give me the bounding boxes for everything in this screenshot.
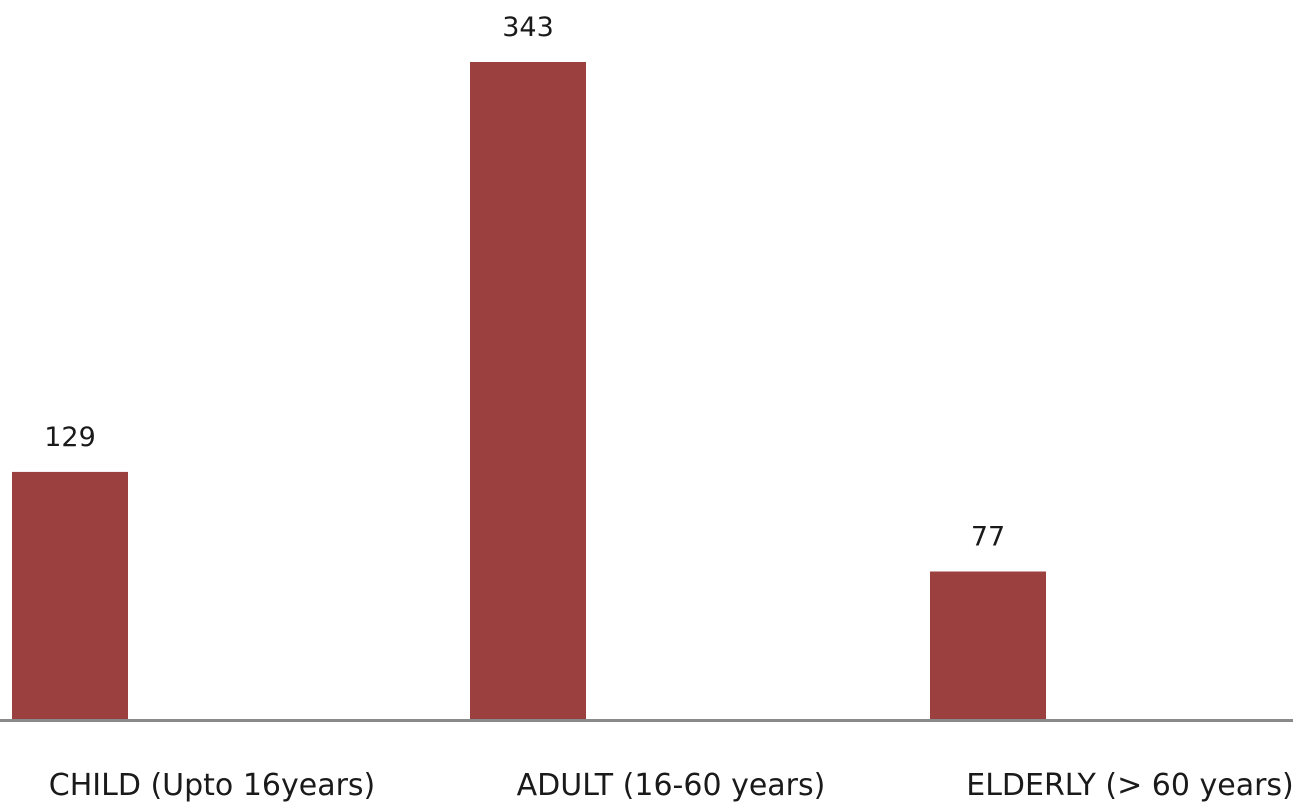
category-label-2: ELDERLY (> 60 years) — [966, 768, 1293, 803]
data-labels-layer: 129 343 77 — [44, 12, 1005, 553]
data-label-0: 129 — [44, 422, 96, 453]
data-label-1: 343 — [502, 12, 554, 43]
bar-2 — [930, 571, 1046, 719]
bar-0 — [12, 471, 128, 719]
category-label-1: ADULT (16-60 years) — [517, 768, 826, 803]
data-label-2: 77 — [971, 522, 1005, 553]
bars-layer — [12, 62, 1046, 719]
category-labels-layer: CHILD (Upto 16years) ADULT (16-60 years) E… — [49, 768, 1293, 803]
bar-1 — [470, 62, 586, 719]
category-label-0: CHILD (Upto 16years) — [49, 768, 376, 803]
